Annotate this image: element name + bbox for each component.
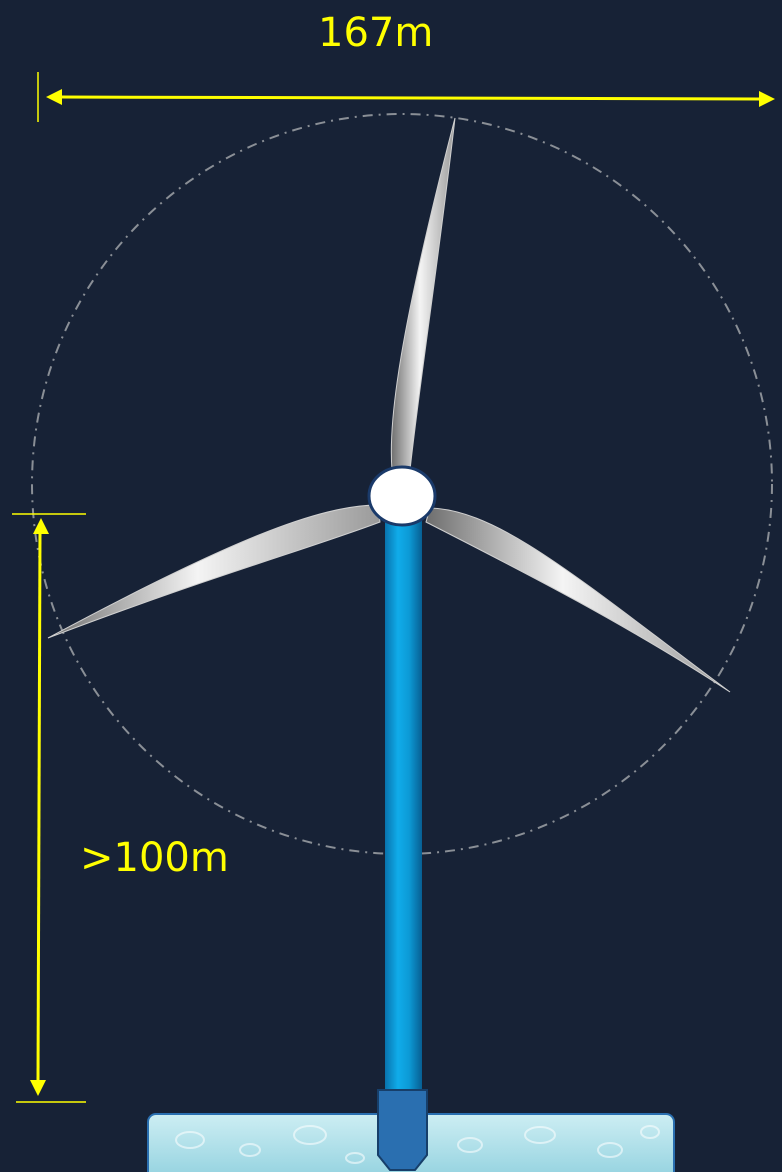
blade-right bbox=[426, 508, 730, 692]
hub-height-label: >100m bbox=[80, 838, 229, 878]
hub bbox=[369, 467, 435, 525]
tower bbox=[385, 520, 422, 1095]
rotor-diameter-dimension bbox=[38, 72, 775, 122]
hub-height-dimension bbox=[12, 514, 86, 1102]
foundation-pile bbox=[378, 1090, 427, 1170]
blade-left bbox=[48, 505, 380, 638]
rotor-diameter-label: 167m bbox=[318, 13, 433, 53]
blade-top bbox=[391, 118, 455, 470]
